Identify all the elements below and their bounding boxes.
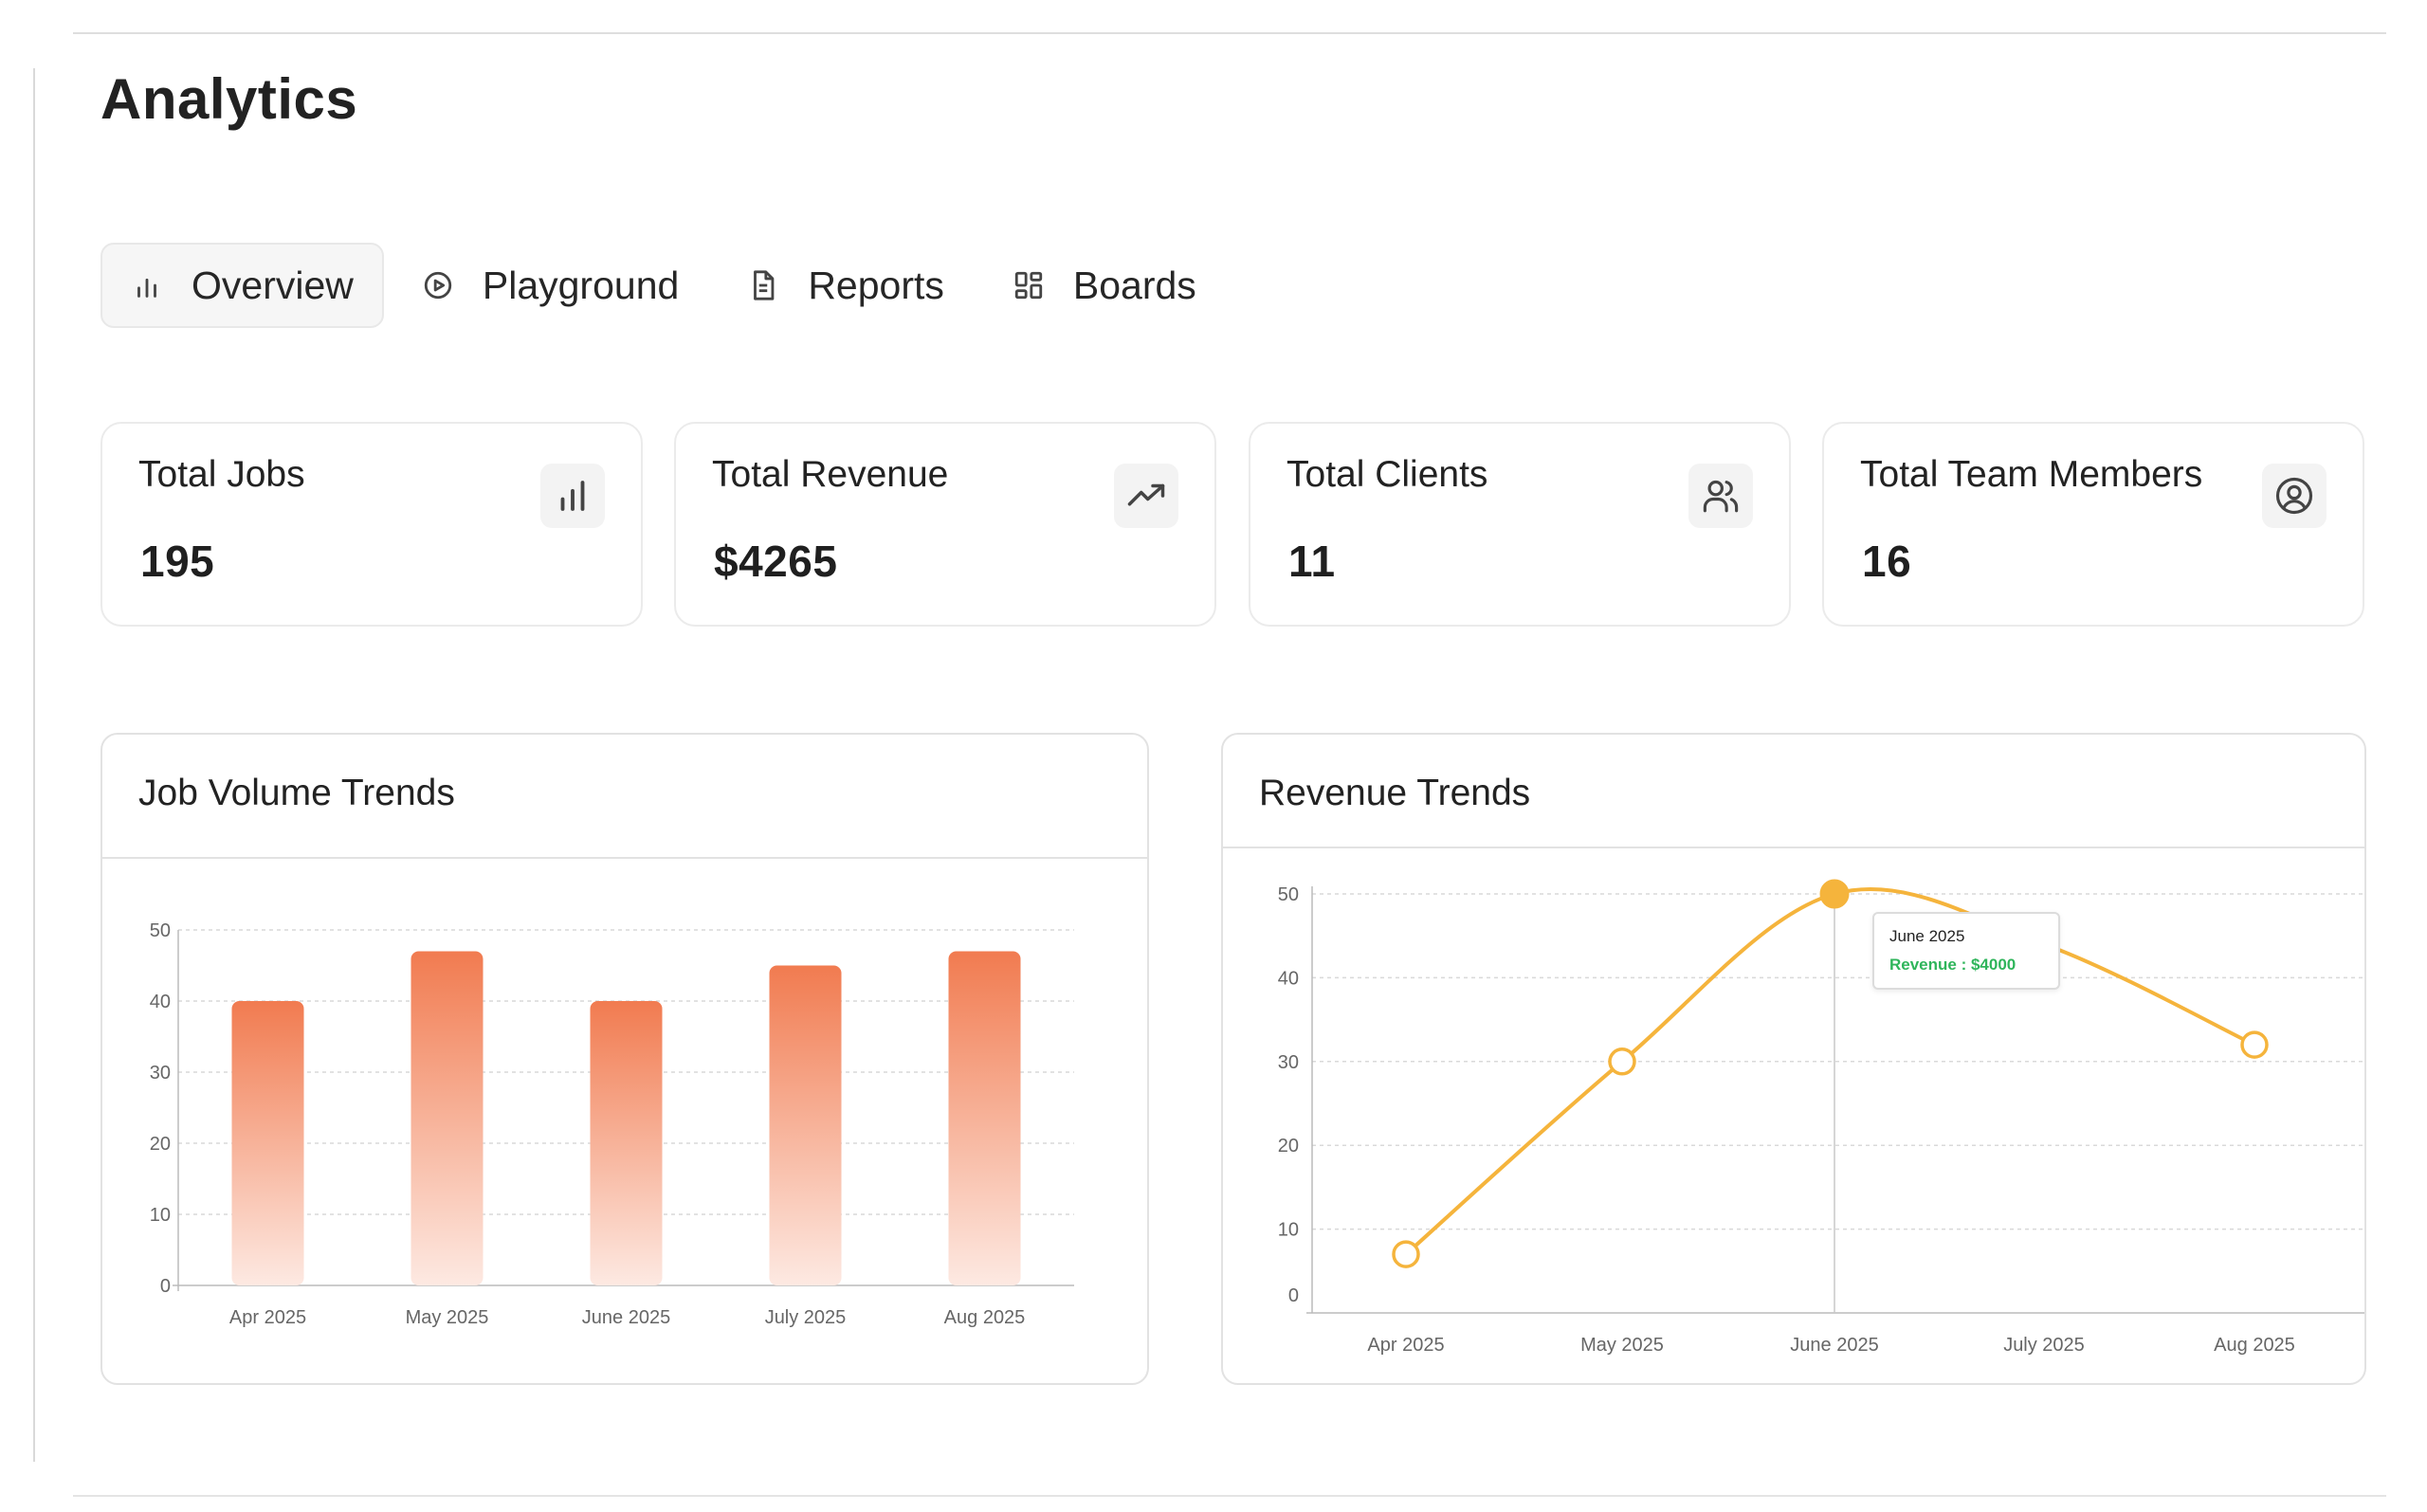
x-tick-label: July 2025 — [2003, 1335, 2085, 1356]
chart-header-divider — [102, 857, 1147, 859]
x-tick-label: May 2025 — [1580, 1335, 1664, 1356]
tooltip-label: June 2025 — [1889, 927, 1965, 945]
tab-boards[interactable]: Boards — [982, 243, 1227, 328]
y-tick-label: 20 — [1278, 1136, 1299, 1157]
data-point[interactable] — [2240, 1030, 2269, 1059]
stat-card-total-revenue: Total Revenue $4265 — [674, 422, 1216, 627]
bar-chart-icon — [540, 464, 605, 528]
x-tick-label: Apr 2025 — [229, 1307, 306, 1328]
y-tick-label: 10 — [150, 1205, 171, 1226]
play-circle-icon — [422, 269, 454, 301]
stat-value: 16 — [1862, 537, 1912, 586]
y-tick-label: 40 — [150, 992, 171, 1012]
y-tick-label: 50 — [150, 920, 171, 941]
revenue-chart-card: Revenue Trends 0 10 20 30 40 50 Apr 2025 May 20… — [1221, 733, 2366, 1385]
y-tick-label: 30 — [1278, 1052, 1299, 1073]
y-tick-label: 0 — [160, 1276, 171, 1297]
top-divider — [73, 32, 2386, 34]
stat-value: 195 — [140, 537, 215, 586]
bar[interactable] — [411, 951, 484, 1286]
bar[interactable] — [590, 1001, 663, 1285]
stat-label: Total Revenue — [712, 454, 949, 495]
stat-label: Total Team Members — [1860, 454, 2203, 495]
users-icon — [1688, 464, 1753, 528]
bar[interactable] — [769, 965, 842, 1286]
bar[interactable] — [231, 1001, 304, 1285]
tab-bar: Overview Playground Reports Boards — [100, 243, 1234, 328]
x-tick-label: Apr 2025 — [1367, 1335, 1444, 1356]
y-tick-label: 30 — [150, 1063, 171, 1084]
tab-boards-label: Boards — [1072, 263, 1196, 307]
trending-up-icon — [1114, 464, 1178, 528]
chart-header-divider — [1223, 847, 2364, 848]
stat-label: Total Jobs — [138, 454, 305, 495]
chart-title: Revenue Trends — [1259, 773, 1531, 813]
x-tick-label: June 2025 — [1790, 1335, 1878, 1356]
x-tick-label: May 2025 — [406, 1307, 489, 1328]
user-circle-icon — [2262, 464, 2327, 528]
y-tick-label: 40 — [1278, 968, 1299, 989]
x-tick-label: Aug 2025 — [944, 1307, 1026, 1328]
x-tick-label: Aug 2025 — [2214, 1335, 2295, 1356]
tab-reports[interactable]: Reports — [717, 243, 975, 328]
tooltip-value: Revenue : $4000 — [1889, 956, 2016, 974]
chart-tooltip: June 2025 Revenue : $4000 — [1872, 912, 2060, 990]
data-point[interactable] — [1392, 1240, 1420, 1268]
grid-icon — [1013, 269, 1045, 301]
stat-card-total-team-members: Total Team Members 16 — [1822, 422, 2364, 627]
stat-card-total-clients: Total Clients 11 — [1249, 422, 1791, 627]
bar[interactable] — [948, 951, 1021, 1286]
document-icon — [747, 269, 779, 301]
left-divider — [33, 68, 35, 1462]
y-tick-label: 10 — [1278, 1220, 1299, 1241]
tab-overview[interactable]: Overview — [100, 243, 384, 328]
bottom-divider — [73, 1495, 2386, 1497]
job-volume-bar-chart: 0 10 20 30 40 50 Apr 2025 May 2025 June 2025 July… — [150, 920, 1074, 1328]
revenue-line-chart: 0 10 20 30 40 50 Apr 2025 May 2025 June 2025 July… — [1278, 879, 2364, 1356]
tab-overview-label: Overview — [192, 263, 354, 307]
tab-playground[interactable]: Playground — [392, 243, 709, 328]
revenue-line — [1404, 886, 2255, 1256]
job-volume-chart-card: Job Volume Trends 0 10 20 30 40 50 Apr 2025 May… — [100, 733, 1149, 1385]
y-tick-label: 0 — [1288, 1285, 1299, 1306]
stat-value: $4265 — [714, 537, 838, 586]
stat-label: Total Clients — [1286, 454, 1488, 495]
tab-playground-label: Playground — [482, 263, 680, 307]
chart-title: Job Volume Trends — [138, 773, 455, 813]
page-title: Analytics — [100, 67, 358, 131]
y-tick-label: 50 — [1278, 884, 1299, 905]
stat-card-total-jobs: Total Jobs 195 — [100, 422, 643, 627]
data-point-active[interactable] — [1819, 879, 1850, 909]
stat-value: 11 — [1288, 537, 1336, 586]
x-tick-label: July 2025 — [765, 1307, 847, 1328]
bar-chart-icon — [131, 269, 163, 301]
y-tick-label: 20 — [150, 1134, 171, 1155]
x-tick-label: June 2025 — [582, 1307, 670, 1328]
tab-reports-label: Reports — [808, 263, 944, 307]
data-point[interactable] — [1608, 1047, 1636, 1076]
